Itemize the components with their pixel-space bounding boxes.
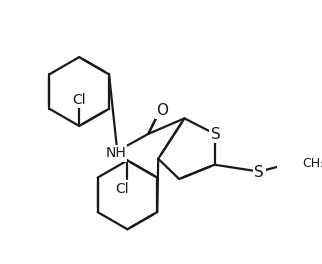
- Text: NH: NH: [105, 147, 126, 161]
- Text: O: O: [156, 103, 168, 118]
- Text: Cl: Cl: [116, 182, 129, 196]
- Text: Cl: Cl: [72, 93, 86, 107]
- Text: CH₃: CH₃: [302, 157, 322, 170]
- Text: S: S: [211, 127, 220, 142]
- Text: S: S: [254, 165, 264, 180]
